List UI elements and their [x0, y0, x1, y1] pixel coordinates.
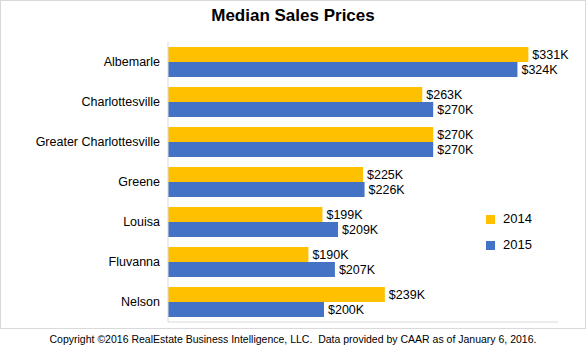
svg-text:$263K: $263K — [426, 88, 463, 102]
svg-text:Charlottesville: Charlottesville — [81, 95, 160, 109]
svg-text:$226K: $226K — [369, 183, 406, 197]
svg-text:Louisa: Louisa — [123, 215, 160, 229]
svg-text:Fluvanna: Fluvanna — [109, 255, 160, 269]
svg-text:$199K: $199K — [326, 208, 363, 222]
svg-text:Greater Charlottesville: Greater Charlottesville — [36, 135, 160, 149]
html-text:2015: 2015 — [503, 237, 532, 252]
svg-text:$324K: $324K — [521, 63, 558, 77]
svg-text:Nelson: Nelson — [121, 295, 160, 309]
svg-text:$270K: $270K — [437, 103, 474, 117]
svg-text:$190K: $190K — [312, 248, 349, 262]
svg-text:$209K: $209K — [342, 223, 379, 237]
html-text:Median Sales Prices: Median Sales Prices — [211, 6, 375, 25]
svg-text:Albemarle: Albemarle — [104, 55, 160, 69]
svg-text:$225K: $225K — [367, 168, 404, 182]
svg-text:$207K: $207K — [339, 263, 376, 277]
svg-text:$331K: $331K — [532, 48, 569, 62]
svg-text:$239K: $239K — [389, 288, 426, 302]
svg-text:Greene: Greene — [118, 175, 160, 189]
html-text:2014: 2014 — [503, 211, 532, 226]
svg-text:$270K: $270K — [437, 143, 474, 157]
html-text:Copyright ©2016 RealEstate Bus: Copyright ©2016 RealEstate Business Inte… — [49, 333, 537, 345]
svg-text:$270K: $270K — [437, 128, 474, 142]
svg-text:$200K: $200K — [328, 303, 365, 317]
